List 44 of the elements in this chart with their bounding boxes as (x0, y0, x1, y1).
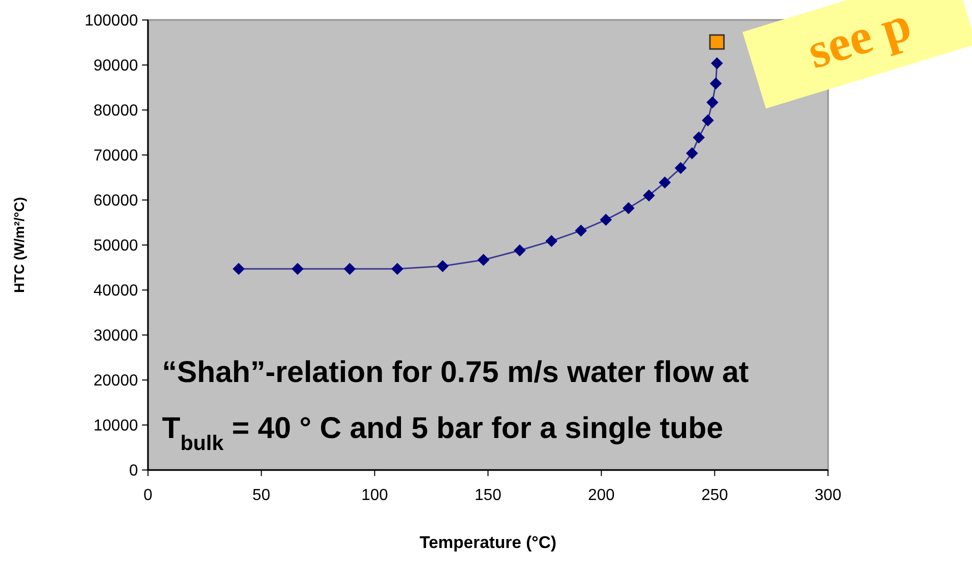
point (710, 77, 722, 90)
point (709, 34, 725, 50)
y-tick-label: 80000 (94, 102, 138, 120)
x-tick-label: 50 (252, 487, 270, 504)
point (702, 114, 714, 126)
x-tick-label: 150 (474, 487, 502, 504)
annotation: T$_{bulk}$ = 40 ° C and 5 bar for a single tube (162, 412, 724, 454)
y-tick-label: 0 (129, 462, 138, 480)
y-tick-label: 70000 (94, 148, 138, 165)
x-tick-label: 0 (144, 487, 153, 504)
x-tick-label: 250 (701, 487, 728, 504)
point (574, 224, 587, 237)
point (292, 262, 304, 275)
point (545, 234, 558, 247)
point (391, 262, 404, 275)
point (436, 260, 449, 272)
y-tick-label: 50000 (94, 238, 138, 255)
point (622, 202, 635, 214)
annotation: “Shah”-relation for 0.75 m/s water flow at (162, 356, 749, 389)
point (658, 176, 671, 188)
y-tick-label: 60000 (94, 192, 138, 210)
annotation: see p (801, 0, 918, 80)
x-tick-label: 100 (361, 487, 388, 504)
point (706, 96, 718, 108)
point (642, 190, 655, 202)
point (674, 162, 687, 174)
point (600, 214, 612, 226)
y-tick-label: 100000 (84, 12, 138, 30)
y-tick-label: 20000 (94, 372, 138, 390)
x-tick-label: 200 (588, 487, 615, 504)
y-tick-label: 30000 (94, 328, 138, 345)
y-tick-label: 90000 (94, 58, 138, 75)
point (477, 254, 490, 266)
y-tick-label: 10000 (94, 418, 138, 435)
point (710, 57, 723, 70)
y-axis-title: HTC (W/m²/°C) (11, 197, 27, 293)
point (514, 244, 526, 256)
x-tick-label: 300 (814, 487, 842, 504)
y-tick-label: 40000 (94, 282, 138, 300)
point (344, 262, 356, 275)
x-axis-title: Temperature (°C) (420, 533, 556, 552)
point (692, 131, 705, 144)
point (686, 147, 698, 160)
point (232, 262, 245, 275)
